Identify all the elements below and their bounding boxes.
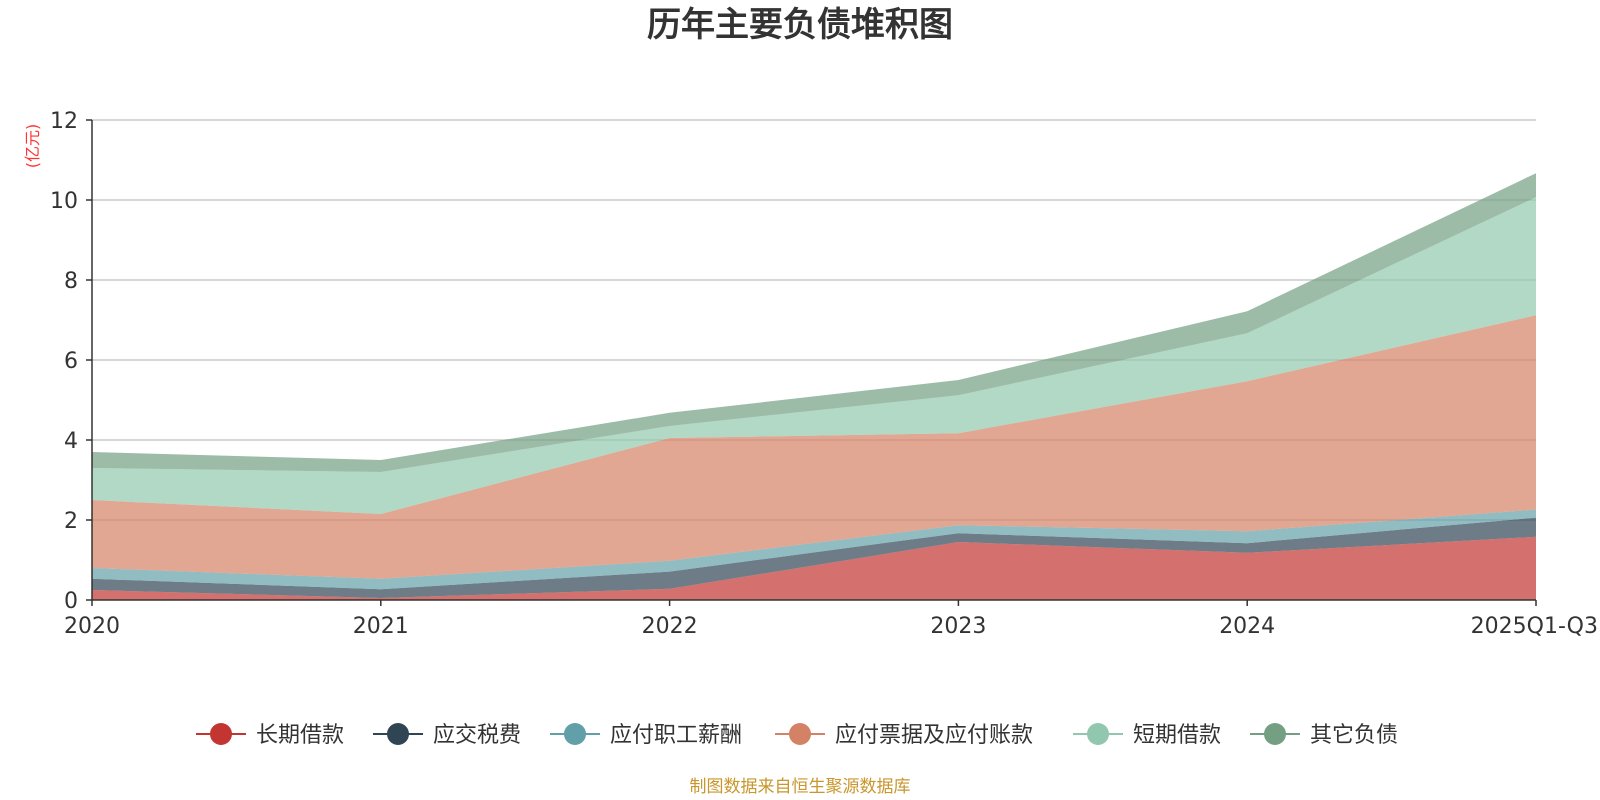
legend-marker <box>1264 723 1286 745</box>
legend-marker <box>564 723 586 745</box>
y-tick-label: 12 <box>50 109 78 134</box>
y-tick-label: 0 <box>64 589 78 614</box>
y-tick-label: 4 <box>64 429 78 454</box>
x-tick-label: 2020 <box>64 614 120 639</box>
x-tick-label: 2021 <box>353 614 409 639</box>
y-tick-label: 10 <box>50 189 78 214</box>
legend-label: 长期借款 <box>256 723 344 748</box>
area-series-4 <box>92 315 1536 579</box>
legend-marker <box>210 723 232 745</box>
area-series-5 <box>92 197 1536 514</box>
legend-label: 短期借款 <box>1133 723 1221 748</box>
y-tick-label: 2 <box>64 509 78 534</box>
area-series-6 <box>92 173 1536 472</box>
x-tick-label: 2025Q1-Q3 <box>1471 614 1598 639</box>
chart-title: 历年主要负债堆积图 <box>647 5 953 45</box>
legend-label: 其它负债 <box>1310 723 1398 748</box>
legend-label: 应交税费 <box>433 723 521 748</box>
legend-label: 应付票据及应付账款 <box>835 723 1033 748</box>
legend-marker <box>1087 723 1109 745</box>
y-axis-unit: (亿元) <box>23 124 42 169</box>
source-note: 制图数据来自恒生聚源数据库 <box>690 777 911 797</box>
y-tick-label: 8 <box>64 269 78 294</box>
legend-marker <box>387 723 409 745</box>
x-tick-label: 2024 <box>1219 614 1275 639</box>
legend-marker <box>789 723 811 745</box>
area-series-2 <box>92 517 1536 598</box>
legend-label: 应付职工薪酬 <box>610 723 742 748</box>
y-tick-label: 6 <box>64 349 78 374</box>
axes: 0 2 4 6 8 10 12 2020 2021 2022 2023 2024 2025Q1-Q3 <box>50 109 1598 639</box>
area-series-1 <box>92 536 1536 600</box>
area-series-3 <box>92 509 1536 590</box>
legend: 长期借款 应交税费 应付职工薪酬 应付票据及应付账款 短期借款 其它负债 <box>196 723 1398 748</box>
x-tick-label: 2023 <box>930 614 986 639</box>
x-tick-label: 2022 <box>642 614 698 639</box>
area-series <box>92 173 1536 600</box>
